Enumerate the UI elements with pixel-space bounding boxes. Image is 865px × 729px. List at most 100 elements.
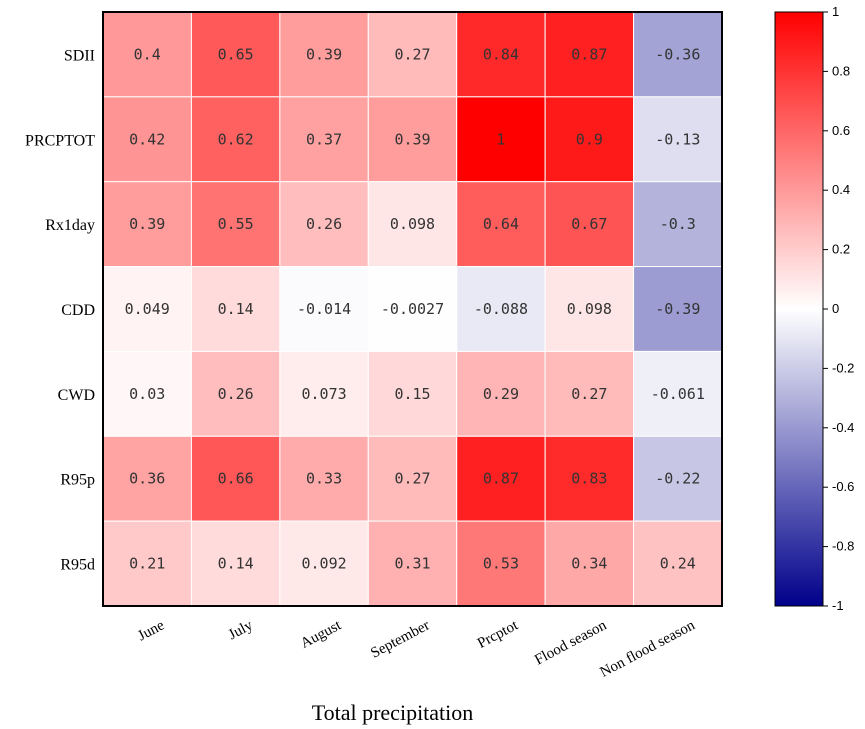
- heatmap-cell: [633, 266, 723, 352]
- column-label: September: [368, 617, 432, 661]
- heatmap-cell: [190, 435, 281, 522]
- cell-value-label: -0.13: [655, 130, 700, 148]
- cell-value-label: -0.0027: [381, 300, 444, 318]
- heatmap-cell: [456, 11, 546, 98]
- heatmap-cell: [544, 181, 635, 268]
- cell-value-label: 0.27: [571, 385, 607, 403]
- cell-value-label: -0.014: [297, 300, 351, 318]
- heatmap-cell: [279, 520, 369, 607]
- cell-value-label: 0.049: [125, 300, 170, 318]
- cell-value-label: 0.42: [129, 130, 165, 148]
- heatmap-cell: [544, 96, 635, 183]
- heatmap-cell: [633, 520, 723, 607]
- colorbar-tick-label: 0.2: [832, 242, 850, 257]
- heatmap-cell: [279, 435, 369, 522]
- cell-value-label: 0.26: [306, 215, 342, 233]
- cell-value-label: 0.03: [129, 385, 165, 403]
- colorbar-tick-label: 0.8: [832, 63, 850, 78]
- cell-value-label: 0.29: [483, 385, 519, 403]
- cell-value-label: 0.092: [301, 555, 346, 573]
- cell-value-label: 1: [496, 130, 505, 148]
- heatmap-cell: [367, 266, 458, 352]
- heatmap-cell: [633, 96, 723, 183]
- cell-value-label: 0.26: [218, 385, 254, 403]
- cell-value-label: 0.67: [571, 215, 607, 233]
- heatmap-cell: [544, 266, 635, 352]
- row-label: R95d: [60, 557, 95, 574]
- cell-value-label: -0.088: [474, 300, 528, 318]
- heatmap-cell: [102, 181, 192, 268]
- colorbar-tick-label: -0.8: [832, 539, 854, 554]
- colorbar-tick-label: 0: [832, 301, 839, 316]
- cell-value-label: 0.9: [576, 130, 603, 148]
- heatmap-cell: [190, 266, 281, 352]
- heatmap-cell: [367, 181, 458, 268]
- cell-value-label: 0.84: [483, 45, 519, 63]
- heatmap-cell: [279, 350, 369, 437]
- row-label: PRCPTOT: [25, 132, 95, 149]
- heatmap-cell: [367, 520, 458, 607]
- cell-value-label: 0.39: [306, 45, 342, 63]
- heatmap-cell: [279, 96, 369, 183]
- cell-value-label: -0.3: [660, 215, 696, 233]
- heatmap-cell: [279, 181, 369, 268]
- cell-value-label: 0.39: [394, 130, 430, 148]
- cell-value-label: 0.073: [301, 385, 346, 403]
- cell-value-label: 0.31: [394, 555, 430, 573]
- heatmap-cell-labels: 0.4 0.65 0.39 0.27 0.84 0.87 -0.36 0.42 0.62 0.37…: [125, 45, 705, 572]
- cell-value-label: 0.65: [218, 45, 254, 63]
- cell-value-label: 0.21: [129, 555, 165, 573]
- heatmap-cell: [633, 181, 723, 268]
- row-label: R95p: [60, 472, 95, 489]
- cell-value-label: 0.64: [483, 215, 519, 233]
- cell-value-label: 0.4: [134, 45, 161, 63]
- colorbar-tick-label: 0.4: [832, 182, 850, 197]
- colorbar-tick-label: 1: [832, 4, 839, 19]
- cell-value-label: 0.27: [394, 45, 430, 63]
- cell-value-label: 0.87: [483, 470, 519, 488]
- row-labels: SDII PRCPTOT Rx1day CDD CWD R95p R95d: [25, 47, 95, 573]
- heatmap-cell: [102, 266, 192, 352]
- heatmap-cell: [456, 520, 546, 607]
- cell-value-label: 0.34: [571, 555, 607, 573]
- heatmap-cell: [190, 181, 281, 268]
- cell-value-label: 0.83: [571, 470, 607, 488]
- cell-value-label: -0.39: [655, 300, 700, 318]
- cell-value-label: 0.24: [660, 555, 696, 573]
- heatmap-cell: [456, 96, 546, 183]
- cell-value-label: 0.098: [567, 300, 612, 318]
- heatmap-cell: [456, 435, 546, 522]
- heatmap-cells: [102, 11, 723, 607]
- heatmap-cell: [633, 435, 723, 522]
- colorbar-tick-label: 0.6: [832, 123, 850, 138]
- cell-value-label: 0.33: [306, 470, 342, 488]
- cell-value-label: 0.15: [394, 385, 430, 403]
- column-label: Prcptot: [475, 617, 522, 652]
- cell-value-label: 0.39: [129, 215, 165, 233]
- heatmap-cell: [544, 11, 635, 98]
- heatmap-cell: [102, 435, 192, 522]
- column-label: August: [298, 617, 345, 652]
- colorbar-tick-label: -0.4: [832, 420, 854, 435]
- cell-value-label: 0.87: [571, 45, 607, 63]
- cell-value-label: 0.098: [390, 215, 435, 233]
- heatmap-cell: [633, 350, 723, 437]
- cell-value-label: 0.37: [306, 130, 342, 148]
- cell-value-label: 0.55: [218, 215, 254, 233]
- heatmap-cell: [367, 11, 458, 98]
- column-label: July: [226, 617, 256, 643]
- heatmap-cell: [367, 435, 458, 522]
- colorbar-tick-label: -1: [832, 598, 844, 613]
- x-axis-title: Total precipitation: [312, 700, 474, 725]
- heatmap-cell: [544, 520, 635, 607]
- column-label: June: [135, 617, 167, 644]
- cell-value-label: 0.62: [218, 130, 254, 148]
- column-label: Flood season: [532, 617, 609, 668]
- colorbar-tick-label: -0.6: [832, 479, 854, 494]
- cell-value-label: 0.27: [394, 470, 430, 488]
- cell-value-label: 0.14: [218, 555, 254, 573]
- cell-value-label: -0.36: [655, 45, 700, 63]
- cell-value-label: 0.36: [129, 470, 165, 488]
- heatmap-cell: [102, 11, 192, 98]
- row-label: Rx1day: [45, 217, 95, 234]
